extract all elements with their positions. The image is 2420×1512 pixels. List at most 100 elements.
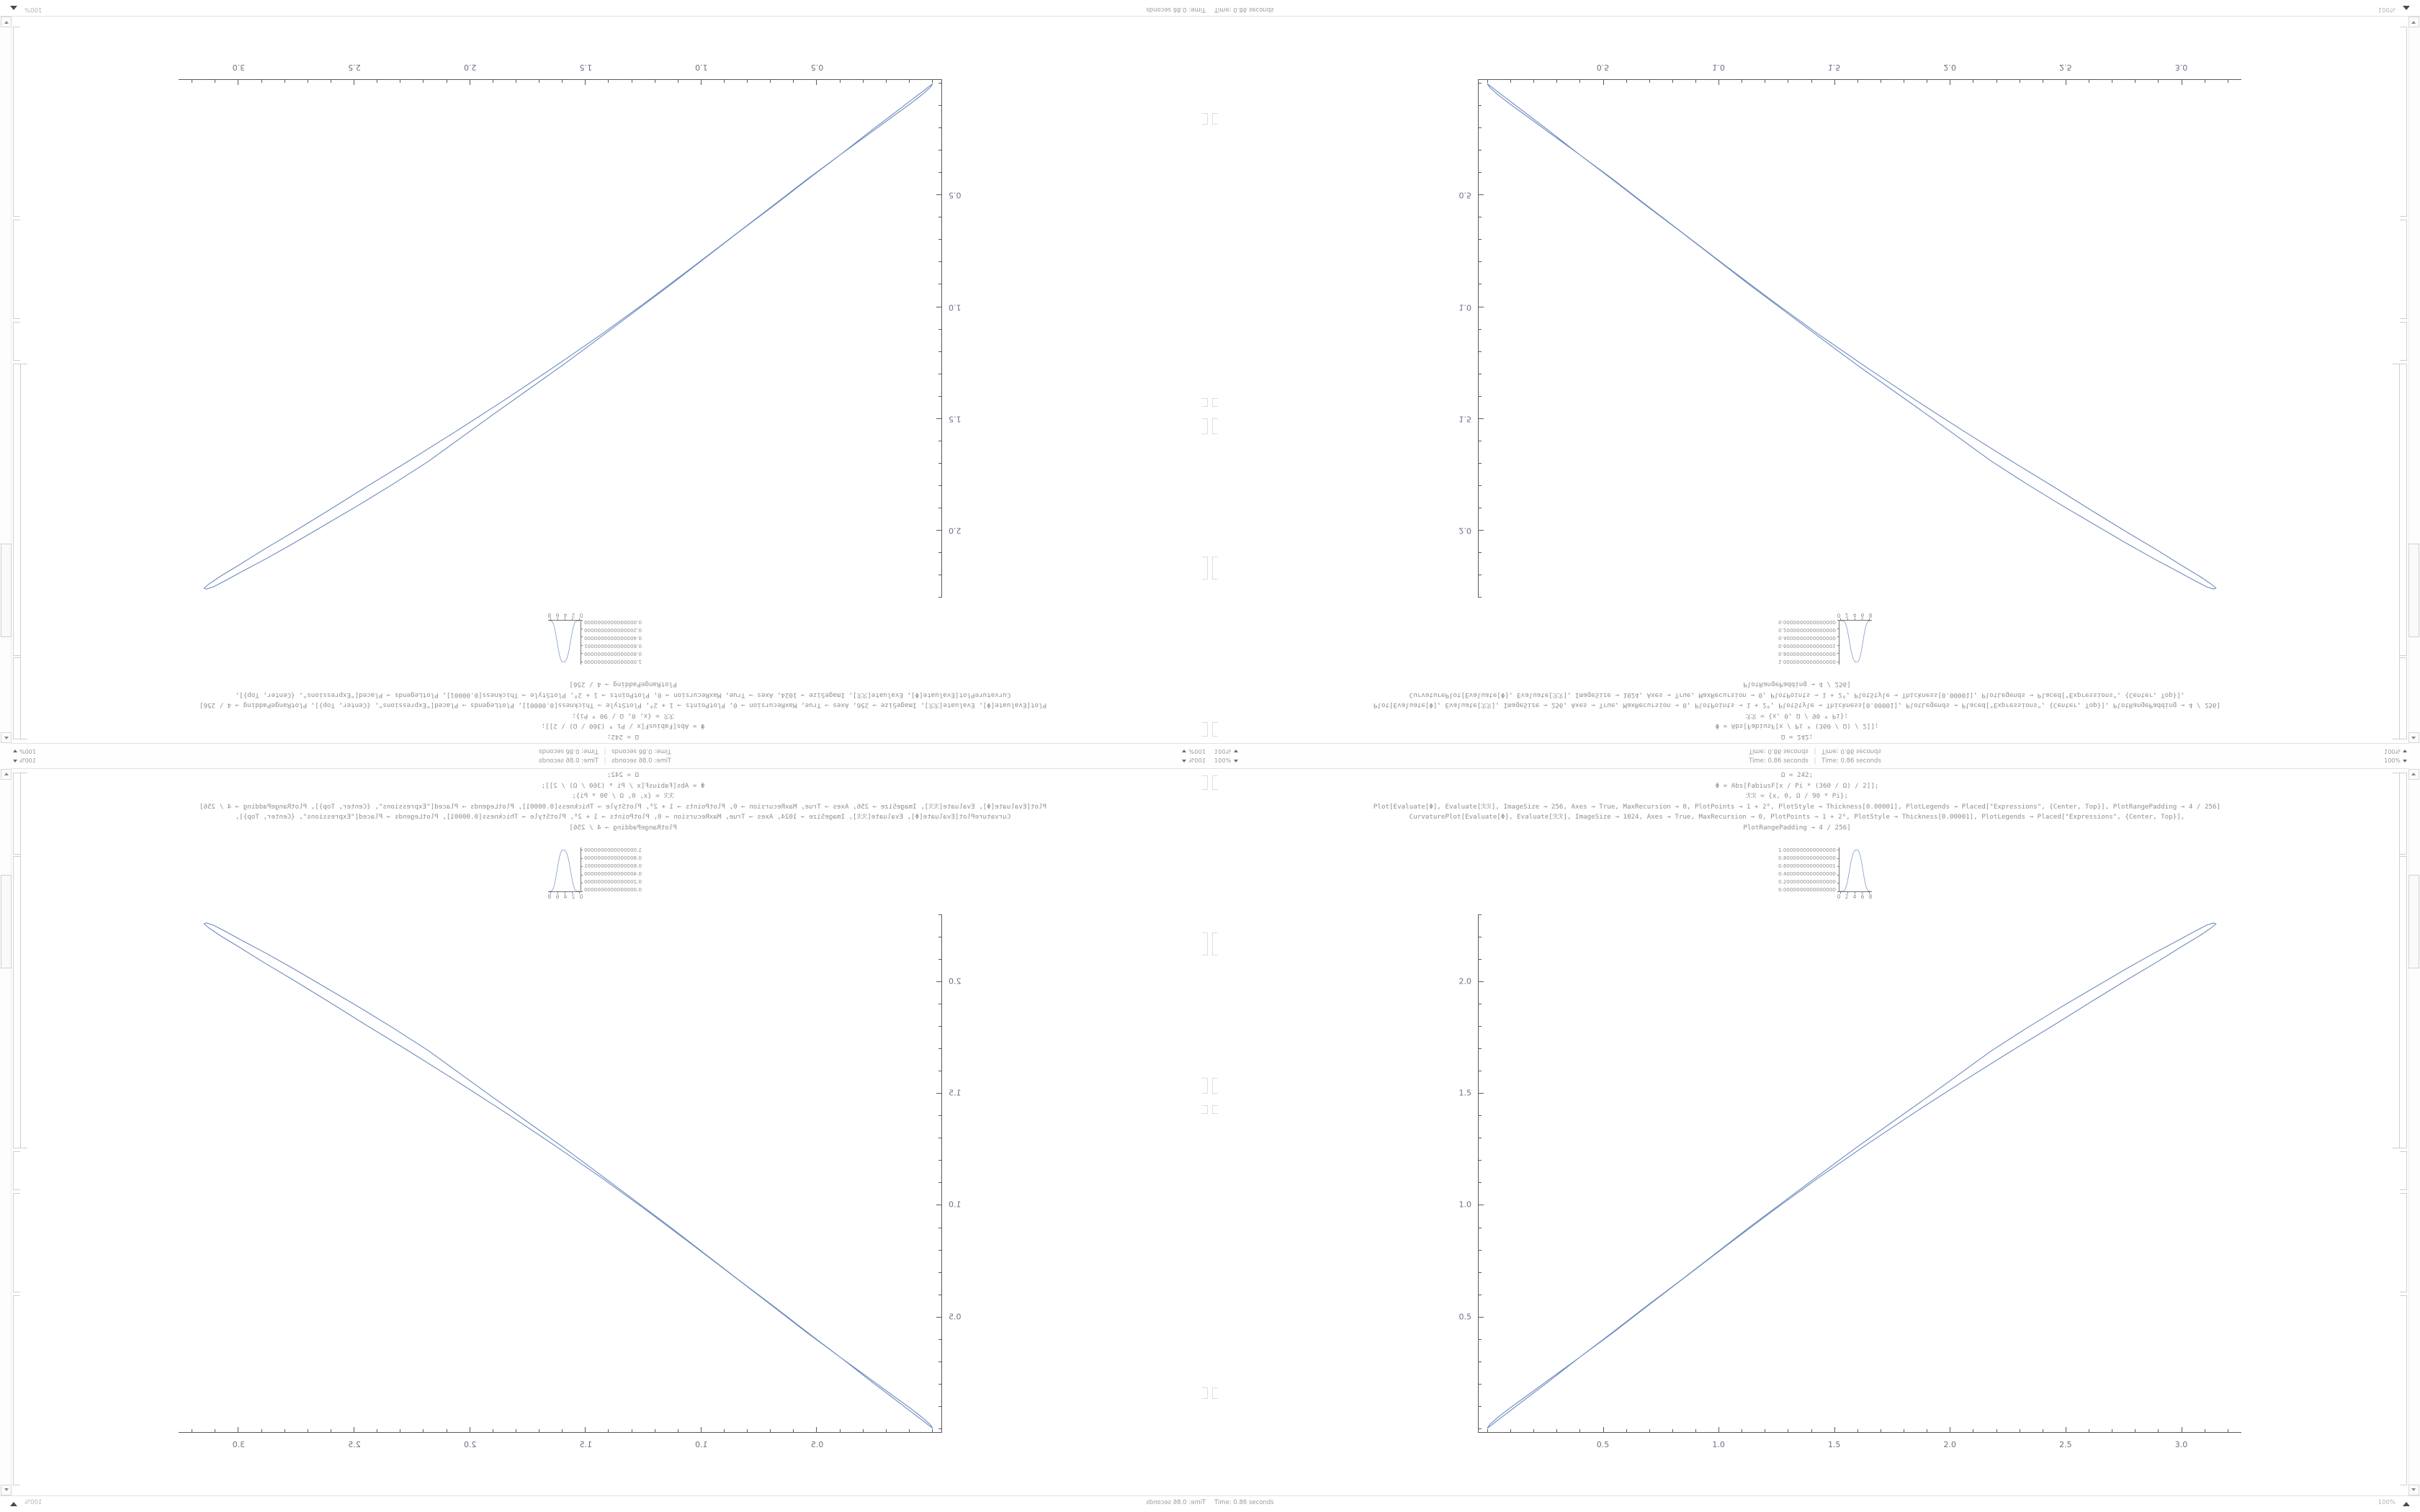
main-plot-x-tick — [793, 1429, 794, 1432]
cell-bracket-output-2[interactable] — [2400, 1151, 2407, 1190]
triangle-up-icon[interactable] — [10, 6, 17, 10]
main-plot-x-tick-label: 3.0 — [2174, 63, 2188, 72]
main-plot-x-tick-label: 1.5 — [579, 63, 593, 72]
input-code-cell[interactable]: Ω = 242; Φ = Abs[FabiusF[x / Pi * (360 /… — [36, 678, 1210, 742]
topbar-separator: | — [604, 747, 606, 755]
topbar-zoom-left[interactable]: 100% — [1214, 757, 1238, 764]
cell-bracket-output-4[interactable] — [2400, 27, 2407, 217]
statusbar-zoom-label[interactable]: 100% — [2378, 6, 2396, 13]
main-plot-x-tick — [909, 80, 910, 83]
main-plot-y-tick — [1479, 395, 1482, 397]
cell-bracket-output-1[interactable] — [13, 856, 20, 1148]
cell-bracket-group[interactable] — [2393, 773, 2400, 1148]
code-line-3: ℛℛ = {x, 0, Ω / 90 * Pi}; — [572, 711, 674, 720]
topbar-zoom-right[interactable]: 100% — [13, 748, 36, 755]
legend-plot-ytick: 0.0000000000000000 — [1778, 618, 1836, 626]
main-plot-x-tick — [1811, 80, 1812, 83]
vertical-scrollbar[interactable] — [2408, 16, 2420, 744]
main-plot-x-tick-label: 3.0 — [232, 63, 246, 72]
cell-bracket-group[interactable] — [20, 364, 27, 739]
code-line-2: Φ = Abs[FabiusF[x / Pi * (360 / Ω) / 2]]… — [1715, 781, 1879, 790]
scrollbar-thumb[interactable] — [1, 875, 12, 968]
cell-bracket-output-1[interactable] — [2400, 856, 2407, 1148]
cell-bracket-output-4[interactable] — [2400, 1295, 2407, 1485]
legend-plot-y-tick — [1837, 874, 1839, 876]
cell-bracket-output-3[interactable] — [2400, 1193, 2407, 1292]
main-plot-y-tick — [938, 328, 941, 330]
code-line-2: Φ = Abs[FabiusF[x / Pi * (360 / Ω) / 2]]… — [541, 781, 705, 790]
main-plot-x-tick-label: 2.5 — [2059, 1440, 2072, 1449]
triangle-up-icon[interactable] — [10, 1502, 17, 1506]
legend-plot-ytick: 0.6000000000000001 — [1778, 863, 1836, 870]
scroll-up-button[interactable] — [2408, 769, 2419, 780]
cell-bracket-output-3[interactable] — [13, 220, 20, 319]
statusbar-zoom-label[interactable]: 100% — [2378, 1499, 2396, 1506]
main-plot-y-tick-label: 0.5 — [949, 1312, 962, 1322]
cell-bracket-output-1[interactable] — [2400, 364, 2407, 656]
scroll-down-button[interactable] — [2408, 1485, 2419, 1495]
topbar-separator: | — [1814, 757, 1816, 765]
scrollbar-thumb[interactable] — [2408, 544, 2419, 637]
main-plot-x-tick-label: 2.0 — [1943, 1440, 1957, 1449]
legend-plot-xtick: 4 — [563, 894, 568, 900]
main-plot-x-tick — [932, 1429, 933, 1432]
topbar-zoom-right-label: 100% — [2384, 757, 2401, 764]
topbar-status-text: Time: 0.86 seconds — [1749, 747, 1809, 755]
scroll-up-button[interactable] — [1, 732, 12, 743]
cell-bracket-output-4[interactable] — [13, 1295, 20, 1485]
cell-bracket-group[interactable] — [2393, 364, 2400, 739]
input-code-cell[interactable]: Ω = 242; Φ = Abs[FabiusF[x / Pi * (360 /… — [36, 770, 1210, 834]
main-plot-x-tick-label: 3.0 — [232, 1440, 246, 1449]
scroll-down-button[interactable] — [2408, 17, 2419, 27]
statusbar-zoom-label[interactable]: 100% — [24, 1499, 42, 1506]
legend-plot-xtick: 2 — [571, 612, 575, 618]
scrollbar-thumb[interactable] — [2408, 875, 2419, 968]
main-plot-y-tick — [936, 1316, 941, 1318]
main-plot-y-tick — [1479, 172, 1482, 174]
scroll-down-button[interactable] — [1, 17, 12, 27]
legend-plot-xtick: 0 — [1837, 612, 1841, 618]
main-plot-x-tick — [839, 1429, 841, 1432]
triangle-up-icon[interactable] — [2403, 6, 2410, 10]
main-plot-x-tick — [1579, 80, 1581, 83]
vertical-scrollbar[interactable] — [0, 768, 12, 1496]
topbar-status-text-mirror: Time: 0.86 seconds — [539, 757, 599, 765]
cell-bracket-output-3[interactable] — [13, 1193, 20, 1292]
topbar-status-text-mirror: Time: 0.86 seconds — [539, 747, 599, 755]
chevron-down-icon — [2403, 759, 2407, 762]
cell-bracket-output-4[interactable] — [13, 27, 20, 217]
cell-bracket-group[interactable] — [20, 773, 27, 1148]
legend-plot-ytick: 0.0000000000000000 — [584, 618, 642, 626]
main-plot-x-tick — [1857, 1429, 1858, 1432]
scroll-up-button[interactable] — [2408, 732, 2419, 743]
topbar-zoom-right[interactable]: 100% — [2384, 748, 2407, 755]
input-code-cell[interactable]: Ω = 242; Φ = Abs[FabiusF[x / Pi * (360 /… — [1210, 678, 2384, 742]
scroll-down-button[interactable] — [1, 1485, 12, 1495]
cell-bracket-output-1[interactable] — [13, 364, 20, 656]
statusbar-zoom-label[interactable]: 100% — [24, 6, 42, 13]
input-code-cell[interactable]: Ω = 242; Φ = Abs[FabiusF[x / Pi * (360 /… — [1210, 770, 2384, 834]
main-plot-x-tick — [909, 1429, 910, 1432]
scroll-up-button[interactable] — [1, 769, 12, 780]
main-plot-curve — [1487, 83, 2217, 590]
topbar-zoom-right[interactable]: 100% — [13, 757, 36, 764]
cell-bracket-input[interactable] — [13, 773, 20, 855]
legend-thumbnail-plot: 1.0000000000000000 0.8000000000000000 0.… — [544, 610, 673, 666]
cell-bracket-output-2[interactable] — [13, 322, 20, 361]
cell-bracket-output-2[interactable] — [13, 1151, 20, 1190]
main-plot-x-tick — [747, 1429, 748, 1432]
cell-bracket-output-3[interactable] — [2400, 220, 2407, 319]
cell-bracket-input[interactable] — [2400, 773, 2407, 855]
vertical-scrollbar[interactable] — [0, 16, 12, 744]
scrollbar-thumb[interactable] — [1, 544, 12, 637]
cell-bracket-input[interactable] — [13, 657, 20, 739]
topbar-zoom-right[interactable]: 100% — [2384, 757, 2407, 764]
main-plot-y-tick-label: 1.5 — [1458, 1088, 1472, 1098]
main-plot-x-tick — [1649, 80, 1650, 83]
vertical-scrollbar[interactable] — [2408, 768, 2420, 1496]
triangle-down-icon — [4, 1488, 9, 1491]
main-plot-y-axis — [1478, 914, 1479, 1433]
cell-bracket-output-2[interactable] — [2400, 322, 2407, 361]
triangle-up-icon[interactable] — [2403, 1502, 2410, 1506]
cell-bracket-input[interactable] — [2400, 657, 2407, 739]
